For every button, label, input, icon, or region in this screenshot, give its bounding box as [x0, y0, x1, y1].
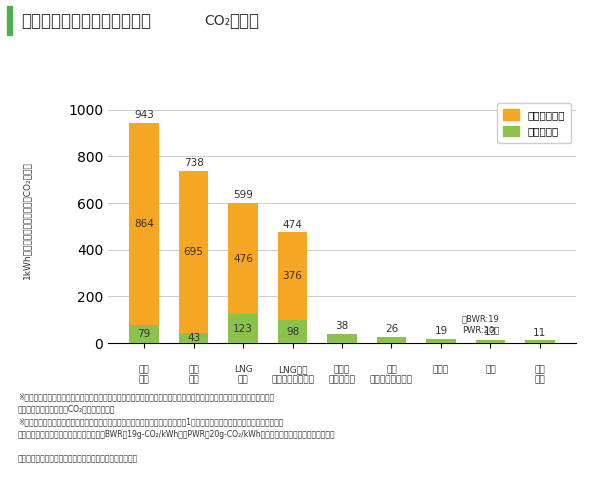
Text: LNG
火力: LNG 火力: [233, 365, 253, 385]
Text: 発電
種類: 発電 種類: [79, 348, 89, 368]
Text: 13: 13: [484, 327, 497, 337]
Bar: [327, 334, 357, 343]
Bar: [228, 314, 258, 343]
Bar: [426, 339, 456, 343]
Text: LNG火力
（コンバインド）: LNG火力 （コンバインド）: [271, 365, 314, 385]
Text: ※発電燃料の燃焼に加え、原料の採掘から発電設備等の建設・燃料輸送・精製・運用・保守等のために消費される全てのエ
　ネルギーを対象としてCO₂排出量を算出。
※原: ※発電燃料の燃焼に加え、原料の採掘から発電設備等の建設・燃料輸送・精製・運用・保…: [18, 392, 335, 464]
Text: 1kWhあたりのライフサイクルCO₂排出量: 1kWhあたりのライフサイクルCO₂排出量: [23, 162, 32, 279]
Text: 79: 79: [137, 329, 151, 339]
Text: 11: 11: [533, 328, 547, 338]
Text: 排出量: 排出量: [229, 12, 259, 30]
Bar: [129, 324, 159, 343]
Bar: [179, 333, 208, 343]
Text: 599: 599: [233, 191, 253, 200]
Text: （BWR:19
PWR:20）: （BWR:19 PWR:20）: [462, 315, 499, 334]
Text: 石油
火力: 石油 火力: [188, 365, 199, 385]
Text: 943: 943: [134, 110, 154, 120]
Text: 19: 19: [434, 326, 448, 336]
Text: 98: 98: [286, 326, 299, 337]
Bar: [228, 203, 258, 314]
Legend: 発電燃料燃焼, 設備・運用: 発電燃料燃焼, 設備・運用: [497, 103, 571, 143]
Bar: [179, 171, 208, 333]
Text: 26: 26: [385, 324, 398, 334]
Text: 123: 123: [233, 324, 253, 334]
Text: 各種電源別のライフサイクル: 各種電源別のライフサイクル: [21, 12, 151, 30]
Text: 864: 864: [134, 219, 154, 229]
Bar: [278, 232, 307, 320]
Text: 石炭
火力: 石炭 火力: [139, 365, 149, 385]
Bar: [7, 6, 12, 35]
Text: 風力
（陸上・基盤置）: 風力 （陸上・基盤置）: [370, 365, 413, 385]
Bar: [525, 341, 555, 343]
Text: 38: 38: [335, 321, 349, 331]
Text: 原子力: 原子力: [433, 365, 449, 374]
Bar: [129, 123, 159, 324]
Text: 太陽光
（住宅用）: 太陽光 （住宅用）: [329, 365, 355, 385]
Text: 地熱: 地熱: [485, 365, 496, 374]
Text: 695: 695: [184, 247, 203, 257]
Text: 376: 376: [283, 271, 302, 281]
Bar: [278, 320, 307, 343]
Text: 中小
水力: 中小 水力: [535, 365, 545, 385]
Bar: [476, 340, 505, 343]
Text: 474: 474: [283, 220, 302, 230]
Bar: [377, 337, 406, 343]
Text: 476: 476: [233, 254, 253, 264]
Text: 43: 43: [187, 333, 200, 343]
Text: 738: 738: [184, 158, 203, 168]
Text: CO₂: CO₂: [204, 14, 230, 28]
